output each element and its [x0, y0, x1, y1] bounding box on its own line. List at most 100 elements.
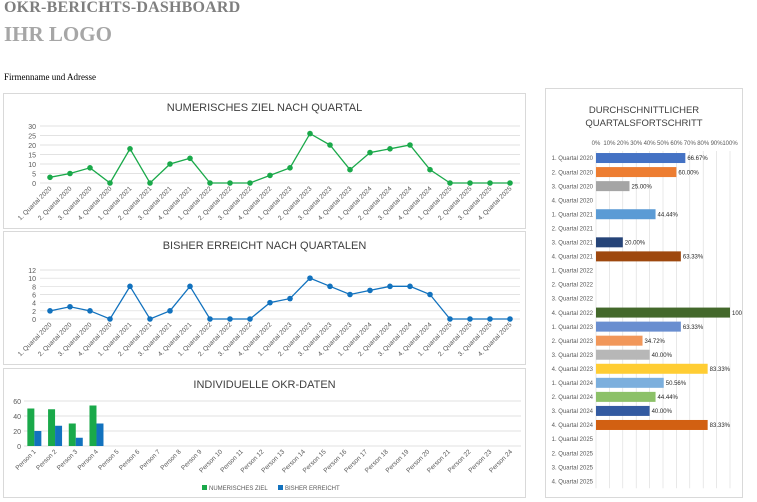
data-label: 44.44% — [658, 395, 679, 401]
data-label: 83.33% — [710, 423, 731, 429]
data-point — [87, 308, 93, 314]
data-point — [447, 180, 453, 186]
x-tick-label: 1. Quartal 2020 — [17, 321, 54, 358]
data-point — [347, 166, 353, 173]
data-label: 63.33% — [683, 255, 704, 261]
bar-goal — [48, 409, 56, 446]
progress-bar — [596, 307, 730, 318]
chart-title: BISHER ERREICHT NACH QUARTALEN — [163, 240, 367, 252]
x-tick-label: Person 2 — [35, 448, 59, 472]
data-point — [187, 155, 193, 162]
series-line — [49, 132, 510, 185]
data-point — [327, 283, 333, 290]
progress-bar — [596, 363, 708, 374]
data-point — [507, 316, 513, 322]
y-tick-label: 60 — [13, 399, 21, 406]
x-tick-label: 60% — [670, 141, 683, 147]
progress-bar — [596, 391, 656, 402]
x-tick-label: 70% — [684, 141, 697, 147]
data-point — [207, 316, 213, 322]
chart-title-line-1: DURCHSCHNITTLICHER — [589, 105, 699, 116]
progress-bar — [596, 167, 677, 178]
y-tick-label: 1. Quartal 2025 — [552, 437, 594, 443]
data-point — [347, 291, 353, 298]
bar-achieved — [75, 437, 83, 446]
data-label: 83.33% — [710, 367, 731, 373]
bar-goal — [27, 408, 35, 446]
data-point — [47, 174, 53, 181]
progress-bar — [596, 153, 686, 164]
y-tick-label: 4. Quartal 2025 — [552, 479, 594, 485]
y-tick-label: 0 — [32, 317, 36, 324]
y-tick-label: 12 — [28, 268, 36, 275]
x-tick-label: 1. Quartal 2020 — [17, 185, 54, 222]
y-tick-label: 10 — [28, 276, 36, 283]
x-tick-label: Person 5 — [97, 448, 121, 472]
progress-bar — [596, 377, 664, 388]
data-point — [367, 149, 373, 156]
y-tick-label: 2 — [32, 309, 36, 316]
progress-bar — [596, 419, 708, 430]
data-point — [107, 316, 113, 322]
data-label: 44.44% — [658, 212, 679, 218]
data-point — [267, 299, 273, 306]
data-point — [287, 165, 293, 171]
y-tick-label: 2. Quartal 2023 — [552, 339, 594, 345]
data-label: 63.33% — [683, 325, 704, 331]
data-point — [227, 316, 233, 322]
chart-panel-achieved: BISHER ERREICHT NACH QUARTALEN 0 2 4 6 8 10 12 1… — [3, 231, 526, 365]
y-tick-label: 4. Quartal 2024 — [552, 423, 594, 429]
x-tick-label: 20% — [617, 141, 630, 147]
y-tick-label: 1. Quartal 2020 — [552, 156, 594, 162]
data-point — [247, 316, 253, 322]
data-point — [267, 172, 273, 179]
data-point — [487, 180, 493, 186]
chart-title: INDIVIDUELLE OKR-DATEN — [193, 379, 335, 391]
y-tick-label: 1. Quartal 2024 — [552, 381, 594, 387]
series-line — [49, 277, 510, 320]
data-point — [67, 170, 73, 177]
data-point — [427, 166, 433, 173]
x-tick-label: Person 24 — [488, 448, 514, 474]
data-point — [447, 316, 453, 322]
data-point — [507, 180, 513, 186]
chart-panel-avg-progress: DURCHSCHNITTLICHER QUARTALSFORTSCHRITT 0% 1… — [545, 88, 756, 498]
y-tick-label: 25 — [28, 134, 36, 141]
data-point — [147, 316, 153, 322]
data-label: 60.00% — [678, 170, 699, 176]
data-label: 20.00% — [625, 241, 646, 247]
data-point — [247, 180, 253, 186]
x-tick-label: Person 3 — [56, 448, 80, 472]
x-tick-label: 100% — [722, 141, 738, 147]
y-tick-label: 3. Quartal 2025 — [552, 465, 594, 471]
bar-achieved — [34, 431, 42, 446]
progress-bar — [596, 349, 650, 360]
x-tick-label: Person 7 — [139, 448, 163, 472]
data-label: 66.67% — [687, 156, 708, 162]
data-label: 34.72% — [645, 339, 666, 345]
data-point — [387, 146, 393, 152]
line-chart-numeric-goal: NUMERISCHES ZIEL NACH QUARTAL 0 5 10 15 20 25 3… — [17, 102, 520, 222]
data-label: 50.56% — [666, 381, 687, 387]
chart-panel-individual: INDIVIDUELLE OKR-DATEN 0 20 40 60 Person 1 Per… — [3, 368, 526, 498]
y-tick-label: 2. Quartal 2022 — [552, 283, 594, 289]
y-tick-label: 4. Quartal 2022 — [552, 311, 594, 317]
data-point — [187, 283, 193, 290]
data-point — [327, 142, 333, 148]
y-tick-label: 0 — [32, 181, 36, 188]
x-tick-label: 30% — [630, 141, 643, 147]
data-point — [167, 308, 173, 314]
legend-label: BISHER ERREICHT — [285, 486, 340, 492]
x-tick-label: 10% — [603, 141, 616, 147]
data-point — [87, 165, 93, 171]
data-point — [287, 295, 293, 302]
x-tick-label: 50% — [657, 141, 670, 147]
x-tick-label: Person 4 — [77, 448, 101, 472]
y-tick-label: 4. Quartal 2020 — [552, 198, 594, 204]
y-tick-label: 6 — [32, 293, 36, 300]
data-point — [307, 275, 313, 281]
y-tick-label: 40 — [13, 414, 21, 421]
chart-panel-numeric-goal: NUMERISCHES ZIEL NACH QUARTAL 0 5 10 15 20 25 3… — [3, 93, 526, 229]
data-point — [487, 316, 493, 322]
